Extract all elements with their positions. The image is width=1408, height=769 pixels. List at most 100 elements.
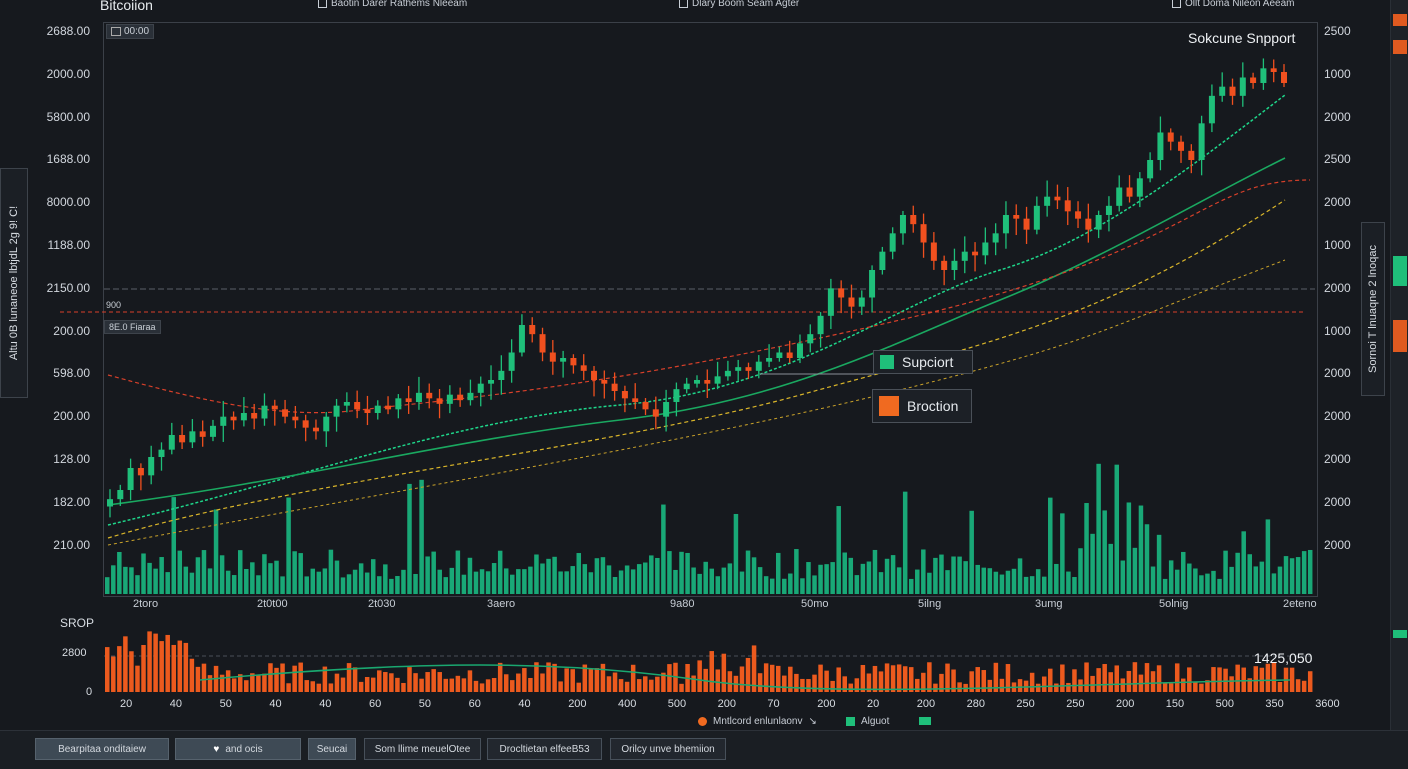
volume-bar <box>322 568 328 594</box>
sub-bar <box>594 668 600 692</box>
volume-bar <box>419 479 424 594</box>
volume-bar <box>933 557 938 594</box>
green-toggle-icon[interactable] <box>919 717 931 725</box>
volume-bar <box>1307 549 1313 594</box>
volume-bar <box>189 572 195 594</box>
sub-bar <box>1199 683 1204 692</box>
sub-bar <box>630 664 636 692</box>
x-axis-label: 5ilng <box>918 598 942 610</box>
volume-bar <box>1029 576 1035 594</box>
candle-body <box>1054 196 1061 201</box>
candle-body <box>1044 196 1051 206</box>
volume-bar <box>1277 566 1283 594</box>
y-axis-label-left: 5800.00 <box>46 109 90 124</box>
candle-body <box>879 251 886 270</box>
sub-bar <box>854 678 860 692</box>
bottom-button-5[interactable]: Drocltietan elfeeB53 <box>487 738 602 760</box>
sub-bar <box>389 673 394 692</box>
sub-bar <box>1090 675 1095 692</box>
bottom-button-3[interactable]: Seucai <box>308 738 356 760</box>
y-axis-label-left: 2150.00 <box>46 280 90 295</box>
volume-bar <box>939 554 944 594</box>
volume-bar <box>1060 513 1065 594</box>
sub-bar <box>310 681 316 692</box>
volume-bar <box>1181 551 1186 594</box>
sub-bar <box>1295 679 1301 692</box>
top-menu-item-2[interactable]: Dlary Boom Seam Agter <box>679 0 799 9</box>
legend-support[interactable]: Supciort <box>873 350 973 374</box>
sub-x-axis-label: 280 <box>966 698 985 710</box>
sub-bar <box>1162 683 1168 692</box>
volume-bar <box>552 556 557 594</box>
sub-x-axis-label: 200 <box>817 698 836 710</box>
sub-x-axis-label: 70 <box>767 698 780 710</box>
legend-item-a[interactable]: Mntlcord enlunlaonv ↘ <box>698 716 817 727</box>
bottom-button-1[interactable]: Bearpitaa onditaiew <box>35 738 169 760</box>
volume-bar <box>697 573 702 594</box>
bottom-button-4[interactable]: Som llime meuelOtee <box>364 738 481 760</box>
y-axis-label-left: 1188.00 <box>47 238 91 252</box>
sub-bar <box>1307 671 1313 692</box>
indicator-orange-icon[interactable] <box>1393 40 1407 54</box>
ma-fast-line <box>107 94 1286 526</box>
sub-bar <box>993 662 999 692</box>
bottom-button-2[interactable]: ♥ and ocis <box>175 738 301 760</box>
candlestick-chart[interactable] <box>0 0 1408 730</box>
volume-bar <box>1108 543 1113 594</box>
candle-body <box>199 431 206 437</box>
indicator-orange-icon[interactable] <box>1393 14 1407 26</box>
volume-bar <box>207 568 213 594</box>
x-axis-label: 3aero <box>487 598 516 610</box>
volume-bar <box>630 569 636 594</box>
volume-bar <box>679 551 684 594</box>
bottom-button-6[interactable]: Orilcy unve bhemiion <box>610 738 726 760</box>
volume-bar <box>558 571 563 594</box>
legend-broction[interactable]: Broction <box>872 389 972 423</box>
candle-body <box>755 361 762 371</box>
candle-body <box>230 416 237 421</box>
indicator-green-icon[interactable] <box>1393 256 1407 286</box>
candle-body <box>694 380 700 384</box>
sub-bar <box>268 663 273 692</box>
volume-bar <box>352 569 358 594</box>
candle-body <box>271 405 278 410</box>
candle-body <box>209 425 216 437</box>
indicator-orange-icon[interactable] <box>1393 320 1407 352</box>
sub-bar <box>1054 683 1059 692</box>
candle-body <box>827 288 834 316</box>
sub-bar <box>286 683 291 692</box>
volume-bar <box>588 572 594 594</box>
sub-bar <box>183 642 189 692</box>
legend-item-b[interactable]: Alguot <box>846 716 889 727</box>
candle-body <box>539 334 546 353</box>
x-axis-label: 50mo <box>801 598 829 610</box>
sub-bar <box>395 677 400 692</box>
sub-x-axis-label: 200 <box>717 698 736 710</box>
candle-body <box>549 352 556 362</box>
sub-bar <box>455 675 461 692</box>
candle-body <box>312 427 319 432</box>
sub-bar <box>1029 672 1035 692</box>
volume-bar <box>788 573 793 594</box>
sub-bar <box>618 679 624 692</box>
volume-bar <box>1120 560 1126 594</box>
ma-yellow-line <box>107 199 1286 539</box>
y-axis-label-left: 182.00 <box>53 494 90 509</box>
sub-bar <box>1108 672 1113 692</box>
candle-body <box>240 413 247 421</box>
candle-body <box>992 233 999 243</box>
volume-bar <box>921 549 926 594</box>
sub-x-axis-label: 3600 <box>1315 698 1340 710</box>
volume-bar <box>987 568 993 594</box>
top-menu-item-1[interactable]: Baotin Darer Rathems Nleeam <box>318 0 467 9</box>
sub-bar <box>358 681 364 692</box>
sub-bar <box>1253 666 1259 692</box>
volume-bar <box>1078 548 1083 594</box>
indicator-green-icon[interactable] <box>1393 630 1407 638</box>
sub-bar <box>207 675 213 692</box>
top-menu-item-3[interactable]: Ollt Doma Nileon Aeeam <box>1172 0 1295 9</box>
candle-body <box>1167 132 1174 142</box>
candle-body <box>1095 215 1102 230</box>
candle-body <box>745 367 752 371</box>
candle-body <box>1219 86 1226 96</box>
